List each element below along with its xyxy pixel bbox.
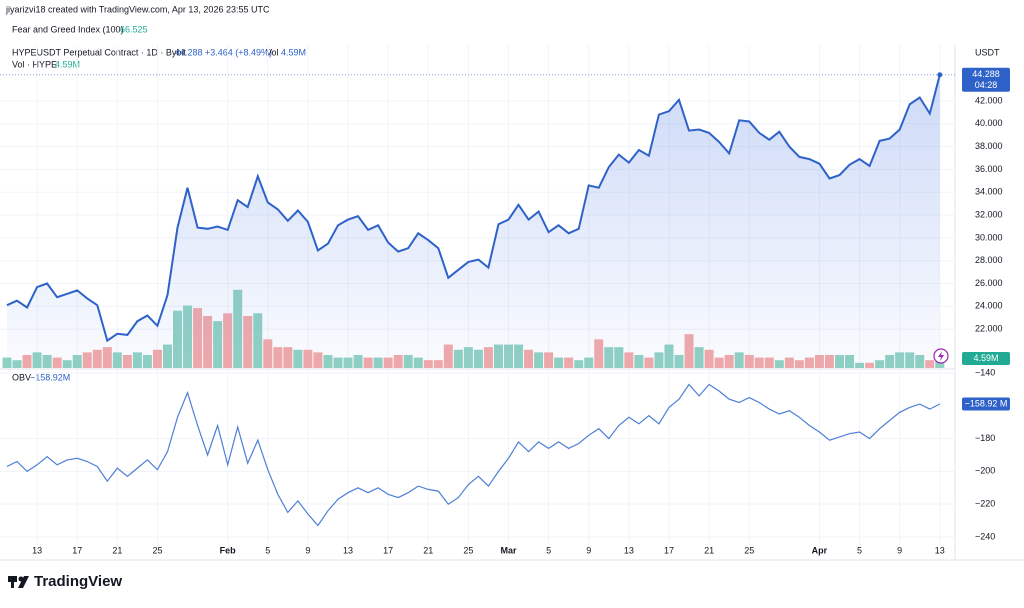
x-tick-label: 9 [586, 545, 591, 555]
x-tick-label: 5 [546, 545, 551, 555]
change: +3.464 (+8.49%) [205, 47, 272, 57]
axis-badge [962, 397, 1010, 411]
y-tick-label: 22.000 [975, 324, 1003, 334]
vol-word: Vol [266, 47, 279, 57]
x-tick-label: 13 [935, 545, 945, 555]
y-tick-label: 36.000 [975, 164, 1003, 174]
axis-badge [962, 352, 1010, 366]
x-tick-label: 5 [265, 545, 270, 555]
line [6, 383, 941, 527]
axis-badge-text: 04:28 [975, 80, 998, 90]
alert-bolt [938, 351, 944, 361]
x-tick-label: 13 [624, 545, 634, 555]
brand: TradingView [34, 573, 122, 590]
x-tick-label: Feb [220, 545, 237, 555]
axis-badge-text: 44.288 [972, 69, 1000, 79]
vol-legend-value: 4.59M [55, 59, 80, 69]
axis-badge-text: 4.59M [973, 353, 998, 363]
y-tick-label: 40.000 [975, 118, 1003, 128]
axis-badge [962, 67, 1010, 92]
y-tick-label: 32.000 [975, 209, 1003, 219]
y-tick-label: 34.000 [975, 187, 1003, 197]
vol-value: 4.59M [281, 47, 306, 57]
y-tick-label: −140 [975, 367, 995, 377]
credit: jiyarizvi18 created with TradingView.com… [5, 4, 270, 14]
x-tick-label: 25 [463, 545, 473, 555]
vol-legend: Vol · HYPE [12, 59, 57, 69]
x-tick-label: 13 [343, 545, 353, 555]
x-tick-label: Mar [500, 545, 517, 555]
y-tick-label: 30.000 [975, 232, 1003, 242]
y-tick-label: 42.000 [975, 95, 1003, 105]
y-tick-label: −220 [975, 499, 995, 509]
x-tick-label: 21 [112, 545, 122, 555]
axis-badge-text: −158.92 M [965, 398, 1008, 408]
line [6, 74, 941, 343]
last-point [937, 72, 943, 78]
indicator-name: Fear and Greed Index (100) [12, 24, 124, 34]
symbol: HYPEUSDT Perpetual Contract · 1D · Bybit [12, 47, 186, 57]
x-tick-label: Apr [812, 545, 828, 555]
y-tick-label: −180 [975, 433, 995, 443]
x-tick-label: 17 [664, 545, 674, 555]
x-tick-label: 25 [152, 545, 162, 555]
last-price: 44.288 [175, 47, 203, 57]
obv-legend-value: −158.92M [30, 372, 70, 382]
x-tick-label: 13 [32, 545, 42, 555]
currency: USDT [975, 47, 1000, 57]
x-tick-label: 17 [72, 545, 82, 555]
x-tick-label: 25 [744, 545, 754, 555]
y-tick-label: −200 [975, 466, 995, 476]
y-tick-label: 28.000 [975, 255, 1003, 265]
area [7, 74, 940, 369]
y-tick-label: −240 [975, 531, 995, 541]
x-tick-label: 21 [704, 545, 714, 555]
obv-legend: OBV [12, 372, 31, 382]
x-tick-label: 9 [897, 545, 902, 555]
y-tick-label: 26.000 [975, 278, 1003, 288]
y-tick-label: 38.000 [975, 141, 1003, 151]
indicator-value: 66.525 [120, 24, 148, 34]
x-tick-label: 17 [383, 545, 393, 555]
x-tick-label: 21 [423, 545, 433, 555]
y-tick-label: 24.000 [975, 301, 1003, 311]
logo: TradingView [8, 573, 122, 590]
x-tick-label: 5 [857, 545, 862, 555]
x-tick-label: 9 [305, 545, 310, 555]
